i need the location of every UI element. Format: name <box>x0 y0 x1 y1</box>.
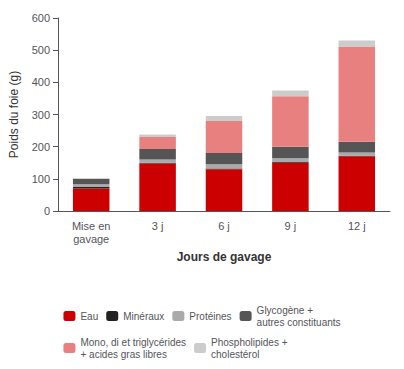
svg-text:Jours de gavage: Jours de gavage <box>177 250 272 264</box>
svg-text:12 j: 12 j <box>348 220 366 232</box>
svg-text:200: 200 <box>32 141 50 153</box>
svg-text:9 j: 9 j <box>285 220 297 232</box>
svg-text:6 j: 6 j <box>218 220 230 232</box>
svg-text:Mise en: Mise en <box>72 220 111 232</box>
svg-text:Minéraux: Minéraux <box>123 311 164 322</box>
svg-text:cholestérol: cholestérol <box>211 349 259 360</box>
svg-text:+ acides gras libres: + acides gras libres <box>80 349 166 360</box>
svg-text:Protéines: Protéines <box>189 311 231 322</box>
svg-text:Mono, di et triglycérides: Mono, di et triglycérides <box>80 337 186 348</box>
svg-text:100: 100 <box>32 173 50 185</box>
svg-text:Phospholipides +: Phospholipides + <box>211 337 288 348</box>
svg-text:gavage: gavage <box>73 233 109 245</box>
svg-text:400: 400 <box>32 76 50 88</box>
svg-text:Glycogène +: Glycogène + <box>257 305 314 316</box>
svg-text:600: 600 <box>32 12 50 24</box>
svg-text:Eau: Eau <box>80 311 98 322</box>
svg-text:3 j: 3 j <box>152 220 164 232</box>
svg-text:autres constituants: autres constituants <box>257 317 341 328</box>
svg-text:300: 300 <box>32 109 50 121</box>
svg-text:Poids du foie (g): Poids du foie (g) <box>7 71 21 158</box>
svg-text:500: 500 <box>32 44 50 56</box>
svg-text:0: 0 <box>44 205 50 217</box>
